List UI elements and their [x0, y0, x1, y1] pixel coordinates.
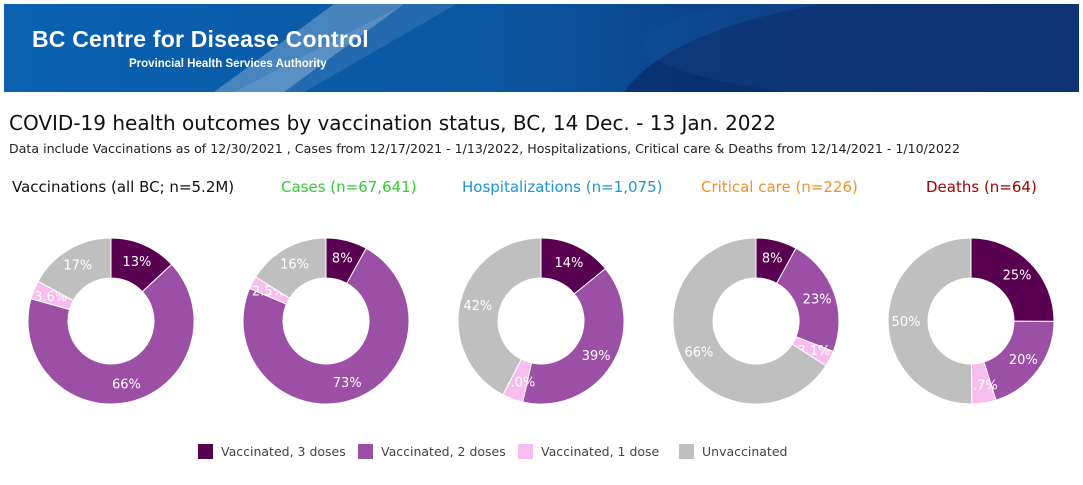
- legend-item-vaccinated-2: Vaccinated, 2 doses: [358, 444, 506, 459]
- legend-swatch: [679, 444, 694, 459]
- slice-label: 42%: [463, 299, 492, 314]
- slice-label: 23%: [803, 292, 832, 307]
- header-banner: BC Centre for Disease Control Provincial…: [4, 4, 1079, 92]
- chart-title-hospitalizations: Hospitalizations (n=1,075): [462, 178, 663, 196]
- slice-label: 13%: [122, 255, 151, 270]
- donut-slice-unvaccinated: [887, 237, 973, 405]
- legend-label: Vaccinated, 2 doses: [381, 444, 506, 459]
- chart-title-deaths: Deaths (n=64): [926, 178, 1037, 196]
- legend-swatch: [358, 444, 373, 459]
- sub-org-name: Provincial Health Services Authority: [129, 58, 327, 70]
- donut-slice-vaccinated-2: [242, 247, 410, 405]
- slice-label: 8%: [762, 252, 783, 267]
- slice-label: 14%: [554, 256, 583, 271]
- slice-label: 66%: [112, 378, 141, 393]
- legend-label: Vaccinated, 1 dose: [541, 444, 660, 459]
- slice-label: 39%: [582, 349, 611, 364]
- slice-label: 73%: [333, 376, 362, 391]
- donut-slice-vaccinated-2: [27, 263, 195, 405]
- chart-title-cases: Cases (n=67,641): [281, 178, 417, 196]
- slice-label: 3.6%: [34, 290, 67, 305]
- slice-label: 16%: [280, 258, 309, 273]
- legend-item-vaccinated-3: Vaccinated, 3 doses: [198, 444, 346, 459]
- slice-label: 4.7%: [965, 379, 998, 394]
- donut-slice-unvaccinated: [255, 237, 327, 299]
- chart-title-vaccinations: Vaccinations (all BC; n=5.2M): [12, 178, 235, 196]
- org-name: BC Centre for Disease Control: [32, 26, 369, 52]
- legend-label: Vaccinated, 3 doses: [221, 444, 346, 459]
- legend-swatch: [198, 444, 213, 459]
- slice-label: 50%: [892, 315, 921, 330]
- slice-label: 8%: [332, 252, 353, 267]
- donut-slice-vaccinated-3: [970, 237, 1055, 322]
- slice-label: 20%: [1009, 353, 1038, 368]
- slice-label: 25%: [1003, 269, 1032, 284]
- slice-label: 66%: [685, 346, 714, 361]
- chart-title-critical-care: Critical care (n=226): [701, 178, 858, 196]
- donut-slice-unvaccinated: [672, 237, 827, 405]
- legend-item-vaccinated-1: Vaccinated, 1 dose: [518, 444, 659, 459]
- donut-slice-unvaccinated: [457, 237, 542, 396]
- donut-slice-unvaccinated: [37, 237, 112, 302]
- legend-swatch: [518, 444, 533, 459]
- donut-slice-vaccinated-2: [522, 267, 625, 405]
- legend-label: Unvaccinated: [702, 444, 788, 459]
- banner-swoosh-graphic: [214, 4, 1079, 92]
- slice-label: 17%: [63, 259, 92, 274]
- page-title: COVID-19 health outcomes by vaccination …: [9, 111, 776, 135]
- legend-item-unvaccinated: Unvaccinated: [679, 444, 787, 459]
- page-subtitle: Data include Vaccinations as of 12/30/20…: [9, 141, 960, 156]
